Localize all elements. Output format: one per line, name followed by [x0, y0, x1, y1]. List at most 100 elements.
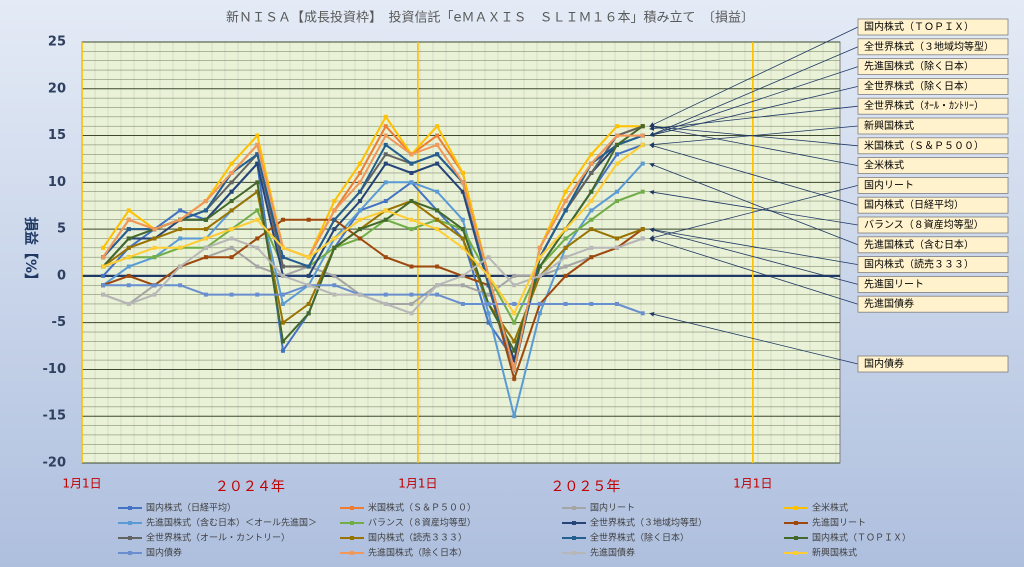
- point-marker: [229, 292, 234, 297]
- point-marker: [640, 142, 645, 147]
- point-marker: [383, 199, 388, 204]
- point-marker: [537, 245, 542, 250]
- x-tick-label: 1月1日: [62, 477, 101, 491]
- point-marker: [512, 283, 517, 288]
- point-marker: [589, 208, 594, 213]
- legend-label: 全世界株式（オール・カントリー）: [146, 532, 290, 544]
- point-marker: [563, 301, 568, 306]
- point-marker: [152, 227, 157, 232]
- point-marker: [126, 227, 131, 232]
- legend-marker: [350, 506, 354, 510]
- point-marker: [435, 142, 440, 147]
- point-marker: [537, 255, 542, 260]
- point-marker: [537, 301, 542, 306]
- point-marker: [409, 227, 414, 232]
- legend-marker: [128, 521, 132, 525]
- point-marker: [486, 255, 491, 260]
- callout-arrow: [649, 124, 859, 147]
- point-marker: [332, 227, 337, 232]
- callout-label: 全世界株式（ｵｰﾙ・ｶﾝﾄﾘｰ）: [864, 99, 984, 112]
- point-marker: [409, 170, 414, 175]
- point-marker: [589, 170, 594, 175]
- point-marker: [255, 189, 260, 194]
- point-marker: [280, 320, 285, 325]
- point-marker: [306, 301, 311, 306]
- point-marker: [203, 227, 208, 232]
- point-marker: [615, 245, 620, 250]
- point-marker: [126, 236, 131, 241]
- point-marker: [152, 245, 157, 250]
- point-marker: [126, 245, 131, 250]
- point-marker: [255, 245, 260, 250]
- point-marker: [409, 311, 414, 316]
- point-marker: [460, 227, 465, 232]
- point-marker: [229, 255, 234, 260]
- series-line: [102, 125, 644, 354]
- point-marker: [589, 199, 594, 204]
- point-marker: [229, 199, 234, 204]
- point-marker: [101, 255, 106, 260]
- point-marker: [126, 301, 131, 306]
- point-marker: [383, 301, 388, 306]
- point-marker: [203, 199, 208, 204]
- legend-label: 全世界株式（３地域均等型）: [590, 517, 707, 529]
- legend-label: 先進国株式（含む日本）＜オール先進国＞: [146, 517, 317, 529]
- point-marker: [615, 199, 620, 204]
- point-marker: [358, 217, 363, 222]
- point-marker: [409, 264, 414, 269]
- point-marker: [203, 245, 208, 250]
- legend-marker: [128, 536, 132, 540]
- point-marker: [435, 208, 440, 213]
- point-marker: [280, 292, 285, 297]
- callout-box: [857, 18, 1009, 36]
- point-marker: [409, 199, 414, 204]
- point-marker: [435, 292, 440, 297]
- point-marker: [358, 292, 363, 297]
- point-marker: [229, 180, 234, 185]
- point-marker: [101, 245, 106, 250]
- point-marker: [537, 273, 542, 278]
- point-marker: [460, 217, 465, 222]
- y-tick-label: 10: [48, 175, 66, 190]
- point-marker: [383, 180, 388, 185]
- point-marker: [460, 301, 465, 306]
- callout-box: [857, 236, 1009, 254]
- point-marker: [101, 292, 106, 297]
- point-marker: [486, 273, 491, 278]
- point-marker: [563, 255, 568, 260]
- legend-marker: [128, 551, 132, 555]
- point-marker: [640, 189, 645, 194]
- point-marker: [126, 255, 131, 260]
- callout-label: 先進国株式（含む日本）: [864, 238, 974, 251]
- x-tick-label: 1月1日: [733, 477, 772, 491]
- point-marker: [306, 255, 311, 260]
- callout-label: バランス（８資産均等型）: [864, 218, 984, 231]
- point-marker: [255, 142, 260, 147]
- point-marker: [383, 292, 388, 297]
- point-marker: [512, 376, 517, 381]
- legend-label: 先進国リート: [812, 517, 866, 529]
- callout-box: [857, 58, 1009, 75]
- y-tick-label: -10: [43, 362, 67, 377]
- point-marker: [589, 161, 594, 166]
- point-marker: [460, 170, 465, 175]
- callout-label: 全米株式: [864, 159, 904, 172]
- point-marker: [409, 161, 414, 166]
- y-tick-label: -15: [43, 409, 67, 424]
- chart-title: 新ＮＩＳＡ【成長投資枠】 投資信託「eＭＡＸＩＳ ＳＬＩＭ１６本」積み立て 〔損…: [226, 10, 754, 26]
- callout-label: 先進国株式（除く日本）: [864, 60, 974, 73]
- point-marker: [615, 301, 620, 306]
- point-marker: [152, 292, 157, 297]
- y-axis-label: 損益【%】: [22, 217, 39, 287]
- point-marker: [306, 273, 311, 278]
- point-marker: [615, 152, 620, 157]
- callout-label: 国内株式（読売３３３）: [864, 258, 974, 271]
- point-marker: [332, 292, 337, 297]
- y-tick-label: -20: [43, 456, 67, 471]
- point-marker: [512, 311, 517, 316]
- point-marker: [229, 208, 234, 213]
- legend-label: 国内株式（日経平均）: [146, 502, 236, 514]
- series-line: [102, 190, 644, 325]
- point-marker: [563, 236, 568, 241]
